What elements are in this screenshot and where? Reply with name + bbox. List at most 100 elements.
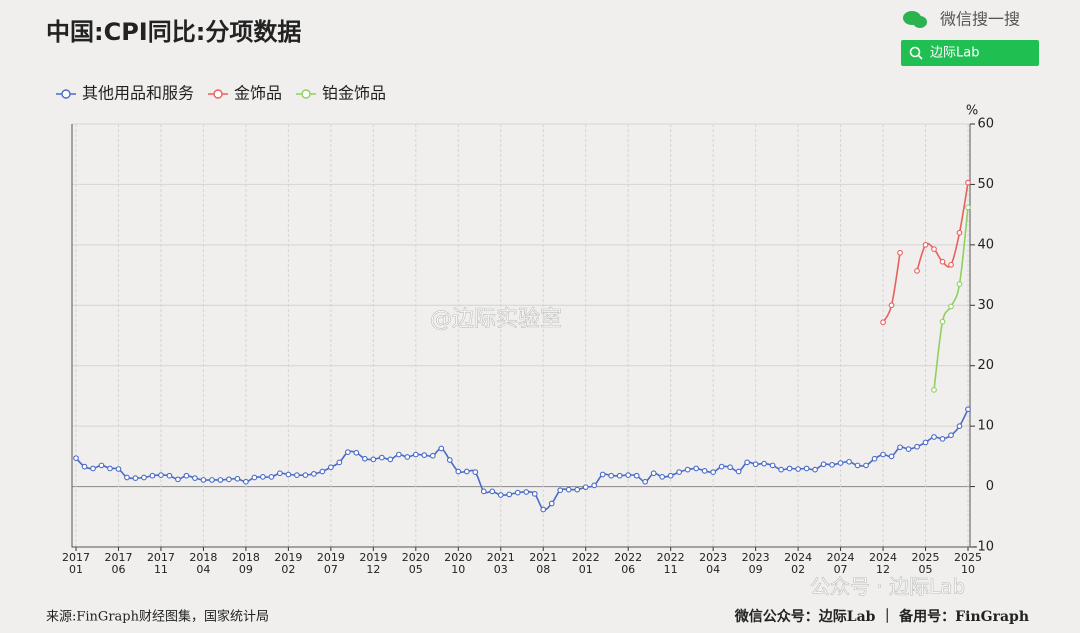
y-tick-label: 0 [986,479,994,494]
data-point [659,474,666,480]
data-point [107,465,113,472]
data-point [514,489,521,496]
data-point [438,445,445,452]
data-point [582,484,589,491]
data-point [158,472,164,478]
legend-marker [301,89,311,99]
data-point [965,406,971,413]
legend-marker [61,89,71,99]
x-tick-label: 2017 01 [62,551,90,576]
data-point [285,471,292,478]
data-point [820,461,827,468]
search-box[interactable] [901,40,1039,66]
data-point [914,443,920,450]
x-tick-label: 2018 04 [189,551,218,576]
data-point [599,471,606,478]
data-point [778,466,784,473]
data-point [226,476,232,483]
data-point [548,500,555,507]
data-point [421,452,428,458]
data-point [132,475,139,481]
data-point [905,446,912,452]
data-point [506,491,513,498]
data-point [786,465,793,472]
data-point [412,451,419,458]
data-point [693,465,700,472]
data-point [336,459,343,466]
data-point [846,458,852,465]
data-point [897,444,903,451]
x-tick-label: 2021 03 [486,551,515,576]
data-point [294,472,300,478]
data-point [183,472,190,479]
x-tick-label: 2019 02 [274,551,303,576]
data-point [642,478,649,485]
data-point [684,466,691,473]
data-point [124,474,130,481]
data-point [149,472,156,479]
data-point [251,474,258,481]
data-point [880,319,886,326]
data-point [914,267,920,274]
y-tick-label: 50 [977,177,994,192]
x-tick-label: 2023 04 [699,551,728,576]
data-point [328,464,334,471]
data-point [387,456,394,463]
data-point [404,454,411,460]
legend-label: 金饰品 [234,84,282,103]
data-point [718,463,725,470]
data-point [948,261,954,268]
data-point [880,451,886,458]
data-point [931,434,937,440]
data-point [625,472,632,478]
data-point [277,470,283,477]
data-point [531,490,538,497]
x-tick-label: 2023 09 [741,551,770,576]
data-point [557,487,564,494]
axis-frame [71,124,971,548]
data-point [829,461,835,468]
data-point [837,460,844,466]
x-tick-label: 2018 09 [231,551,260,576]
series-line [75,408,969,511]
x-tick-label: 2022 01 [571,551,600,576]
data-point [939,435,946,442]
source: 来源:FinGraph财经图集，国家统计局 [46,609,269,625]
data-point [480,488,487,495]
data-point [361,455,368,462]
data-point [395,451,402,458]
data-point [710,469,716,475]
legend-label: 其他用品和服务 [82,84,194,103]
data-point [616,472,623,479]
data-point [370,456,377,463]
series-line [933,207,969,390]
data-point [302,472,309,478]
data-point [344,449,351,455]
data-point [727,464,733,471]
data-point [591,482,598,489]
data-point [243,478,249,485]
data-point [166,472,173,479]
data-point [939,318,946,325]
data-point [565,486,572,493]
data-point [650,470,657,477]
x-tick-label: 2024 07 [826,551,855,576]
search-brand: 微信搜一搜 [940,10,1020,29]
x-tick-label: 2020 10 [444,551,473,576]
legend-marker [213,89,223,99]
data-point [540,506,547,513]
data-point [948,432,954,439]
data-point [752,461,759,468]
data-point [897,249,903,256]
chart-title: 中国:CPI同比:分项数据 [46,18,301,46]
x-tick-label: 2017 11 [146,551,175,576]
x-tick-label: 2022 11 [656,551,685,576]
data-point [234,475,241,482]
data-point [701,468,708,474]
data-point [200,477,207,483]
x-tick-label: 2022 06 [614,551,643,576]
data-point [676,469,683,475]
data-point [260,474,266,480]
watermark: 公众号 · 边际Lab [810,575,965,599]
data-point [268,474,275,480]
